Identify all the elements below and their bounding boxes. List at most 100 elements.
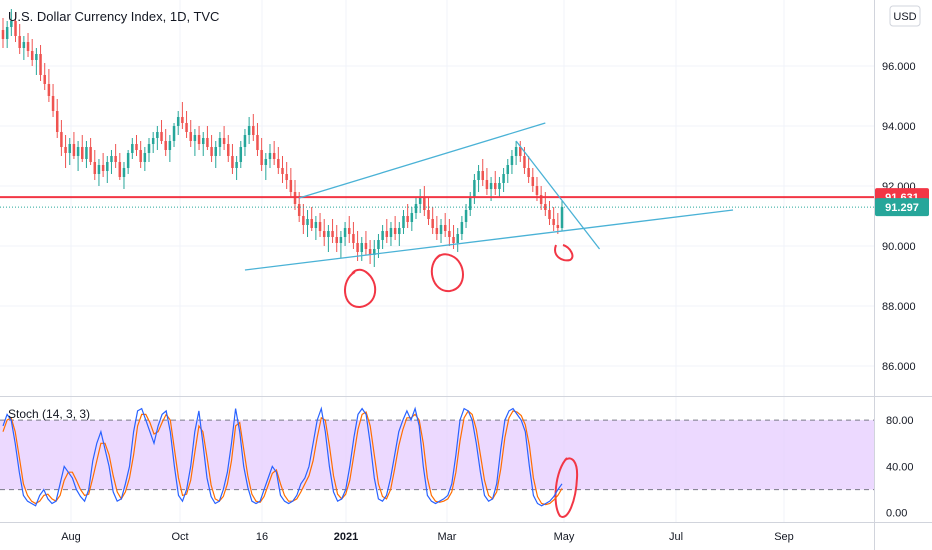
candle <box>176 111 180 135</box>
trendline <box>244 209 734 271</box>
candle <box>468 192 472 216</box>
candle <box>268 144 272 168</box>
candle <box>260 138 263 171</box>
time-tick-label: Mar <box>438 531 457 543</box>
candle <box>556 213 560 234</box>
candle <box>55 99 59 138</box>
candle <box>160 120 163 144</box>
candle <box>285 162 288 189</box>
candle <box>60 120 63 156</box>
candle <box>514 141 518 165</box>
candle <box>147 138 151 162</box>
candle <box>460 216 464 240</box>
candle <box>97 159 101 186</box>
candle <box>239 141 243 168</box>
candle <box>406 204 409 228</box>
candle <box>494 171 497 195</box>
candle <box>106 156 109 183</box>
candle <box>5 21 9 48</box>
candle <box>210 135 213 162</box>
candle <box>385 219 389 243</box>
candle <box>506 159 510 183</box>
candle <box>339 231 343 258</box>
candle <box>197 126 201 150</box>
candle <box>72 132 76 159</box>
candle <box>548 201 551 225</box>
stochastic-title: Stoch (14, 3, 3) <box>8 407 90 421</box>
time-tick-label: Jul <box>669 531 683 543</box>
candle <box>531 168 535 192</box>
circle-annotation-4 <box>554 457 579 518</box>
candle <box>502 168 505 192</box>
candle <box>327 225 330 252</box>
candle <box>76 141 80 171</box>
candle <box>368 240 372 264</box>
candle <box>247 117 251 144</box>
candle <box>189 120 192 147</box>
candle <box>410 207 414 231</box>
candle <box>164 129 167 156</box>
candle <box>322 219 326 246</box>
candle <box>264 153 268 180</box>
candle <box>485 168 489 195</box>
candle <box>135 135 138 156</box>
candle <box>206 126 209 150</box>
candle <box>81 135 84 162</box>
currency-unit-button[interactable]: USD <box>889 5 921 27</box>
candle <box>218 132 222 156</box>
candle <box>477 165 480 192</box>
stochastic-series <box>2 406 563 507</box>
candle <box>418 189 422 213</box>
candle <box>252 114 255 141</box>
candle <box>427 198 430 225</box>
candle <box>552 207 555 231</box>
candle <box>352 222 355 249</box>
svg-text:91.297: 91.297 <box>885 202 919 214</box>
circle-annotation-3 <box>554 244 574 262</box>
time-tick-label: Aug <box>61 531 81 543</box>
time-tick-label: 16 <box>256 531 268 543</box>
candle <box>89 138 92 165</box>
price-tick-label: 96.000 <box>882 61 916 73</box>
candle <box>439 219 443 243</box>
candle <box>306 210 309 237</box>
currency-unit-label: USD <box>893 11 916 23</box>
candle <box>227 135 230 162</box>
candle <box>431 207 434 234</box>
candle <box>114 144 117 168</box>
candle <box>423 186 426 216</box>
candle <box>381 225 384 249</box>
candle <box>402 210 405 234</box>
candle <box>22 36 26 60</box>
candle <box>214 141 218 168</box>
candle <box>131 138 134 159</box>
candle <box>193 129 197 156</box>
candlestick-series <box>1 9 564 267</box>
stochastic-tick-label: 0.00 <box>886 508 907 520</box>
candle <box>26 33 30 57</box>
candle <box>51 84 55 117</box>
stochastic-tick-label: 80.00 <box>886 415 914 427</box>
trendline <box>298 122 546 199</box>
candle <box>343 222 347 246</box>
candle <box>93 150 97 180</box>
hand-drawn-annotations <box>344 244 579 518</box>
candle <box>35 48 38 75</box>
candle <box>560 201 564 231</box>
candle <box>139 141 142 168</box>
time-tick-label: May <box>554 531 575 543</box>
candle <box>335 225 338 252</box>
price-tick-label: 88.000 <box>882 301 916 313</box>
candle <box>272 141 276 165</box>
candle <box>1 18 5 48</box>
candle <box>398 222 401 246</box>
candle <box>110 150 113 174</box>
price-tick-label: 86.000 <box>882 361 916 373</box>
candle <box>277 147 280 174</box>
price-tick-label: 90.000 <box>882 241 916 253</box>
candle <box>172 123 176 147</box>
time-tick-label: Sep <box>774 531 794 543</box>
candle <box>222 126 226 150</box>
